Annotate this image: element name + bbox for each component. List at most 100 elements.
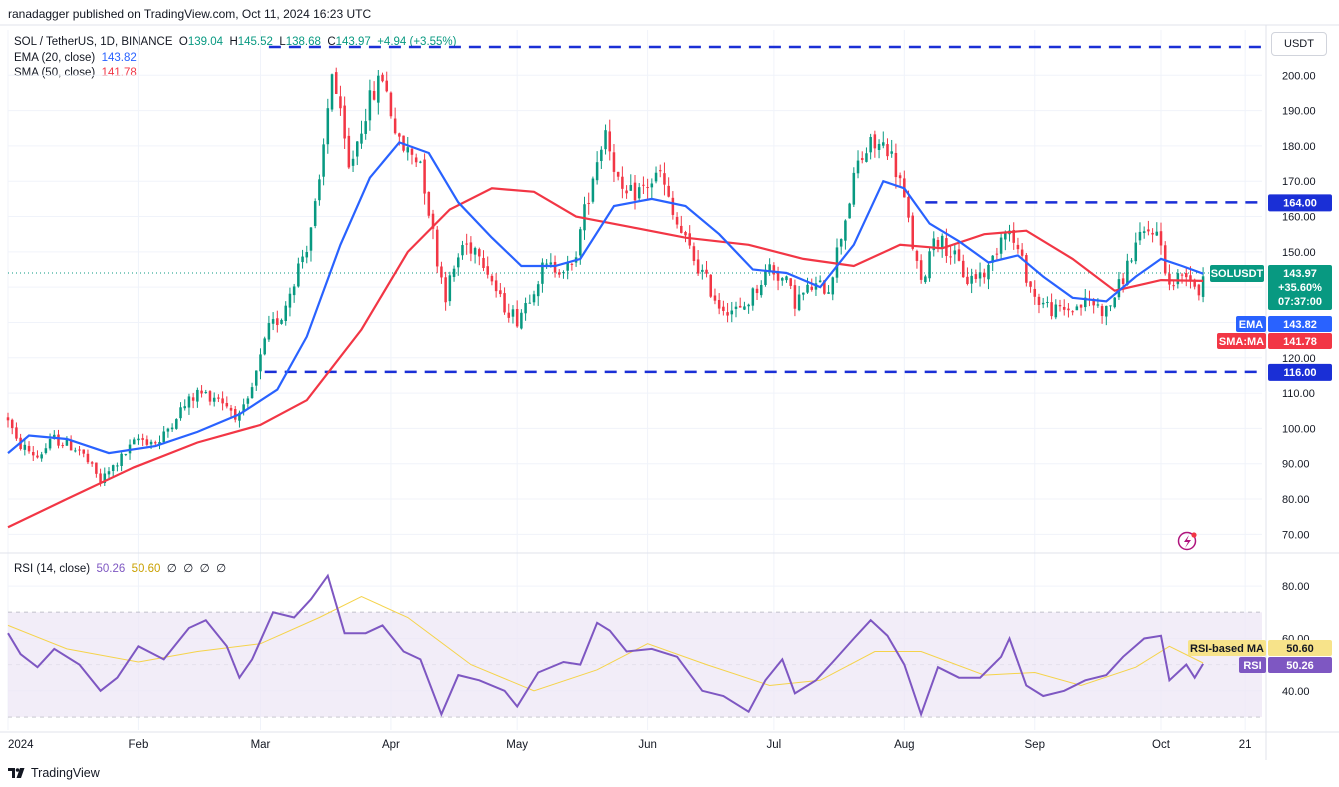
candle[interactable]: [111, 464, 115, 477]
candle[interactable]: [680, 215, 683, 234]
candle[interactable]: [141, 433, 144, 447]
lightning-icon[interactable]: [1177, 531, 1197, 551]
candle[interactable]: [90, 460, 94, 467]
candle[interactable]: [890, 139, 893, 158]
candle[interactable]: [983, 268, 986, 284]
candle[interactable]: [961, 254, 965, 278]
candle[interactable]: [991, 254, 994, 272]
candle[interactable]: [389, 91, 393, 119]
candle[interactable]: [932, 231, 936, 257]
candle[interactable]: [166, 427, 170, 438]
candle[interactable]: [74, 447, 77, 453]
candle[interactable]: [894, 143, 898, 189]
candle[interactable]: [747, 303, 750, 314]
candle[interactable]: [162, 426, 165, 445]
candle[interactable]: [650, 178, 654, 198]
candle[interactable]: [528, 294, 532, 304]
ema-name-tag[interactable]: EMA: [1236, 316, 1266, 332]
candle[interactable]: [877, 139, 881, 159]
candle[interactable]: [233, 406, 237, 423]
candle[interactable]: [545, 259, 548, 269]
candle[interactable]: [423, 153, 426, 205]
candle[interactable]: [928, 246, 931, 282]
candle[interactable]: [511, 305, 515, 324]
candle[interactable]: [246, 396, 250, 410]
candle[interactable]: [709, 274, 713, 299]
candle[interactable]: [759, 280, 763, 298]
candle[interactable]: [966, 267, 969, 286]
candle[interactable]: [818, 275, 822, 283]
candle[interactable]: [313, 198, 317, 229]
candle[interactable]: [520, 309, 523, 330]
candle[interactable]: [36, 450, 39, 459]
candle[interactable]: [726, 303, 729, 323]
candle[interactable]: [347, 127, 351, 170]
candle[interactable]: [469, 236, 473, 262]
candle[interactable]: [566, 255, 569, 280]
candle[interactable]: [1037, 293, 1041, 314]
candle[interactable]: [974, 269, 978, 283]
candle[interactable]: [23, 439, 27, 456]
candle[interactable]: [692, 242, 696, 266]
candle[interactable]: [1130, 258, 1133, 264]
candle[interactable]: [170, 423, 174, 432]
candle[interactable]: [903, 170, 906, 198]
candle[interactable]: [1033, 280, 1037, 305]
candle[interactable]: [465, 233, 468, 255]
candle[interactable]: [334, 67, 338, 95]
candle[interactable]: [646, 178, 649, 200]
candle[interactable]: [478, 247, 481, 266]
candle[interactable]: [1062, 299, 1066, 316]
candle[interactable]: [600, 146, 603, 169]
rsi-ma-value-tag[interactable]: 50.60: [1268, 640, 1332, 656]
candle[interactable]: [145, 435, 149, 447]
candle[interactable]: [629, 174, 633, 191]
candle[interactable]: [831, 276, 835, 301]
candle[interactable]: [789, 278, 792, 290]
sma-legend-row[interactable]: SMA (50, close) 141.78: [14, 66, 456, 82]
candle[interactable]: [743, 301, 746, 311]
candle[interactable]: [1117, 271, 1121, 300]
candle[interactable]: [869, 133, 872, 160]
candle[interactable]: [562, 270, 565, 279]
candle[interactable]: [949, 245, 952, 265]
candle[interactable]: [755, 284, 759, 301]
price-chart[interactable]: 70.0080.0090.00100.00110.00120.00130.001…: [0, 0, 1339, 760]
candle[interactable]: [844, 219, 847, 250]
candle[interactable]: [1067, 303, 1070, 318]
candle[interactable]: [936, 237, 940, 253]
candle[interactable]: [330, 73, 334, 112]
candle[interactable]: [532, 290, 536, 306]
candle[interactable]: [15, 422, 18, 441]
candle[interactable]: [208, 390, 212, 406]
candle[interactable]: [886, 138, 889, 160]
candle[interactable]: [595, 151, 599, 185]
candle[interactable]: [103, 467, 107, 487]
candle[interactable]: [1197, 283, 1201, 301]
candle[interactable]: [957, 241, 961, 262]
candle[interactable]: [1126, 253, 1129, 286]
candle[interactable]: [372, 81, 376, 101]
candle[interactable]: [132, 437, 136, 445]
candle[interactable]: [48, 433, 52, 451]
candle[interactable]: [486, 256, 489, 279]
candle[interactable]: [1159, 222, 1163, 255]
candle[interactable]: [1075, 304, 1079, 311]
candle[interactable]: [793, 279, 797, 317]
candle[interactable]: [1142, 226, 1146, 239]
candle[interactable]: [1105, 305, 1108, 326]
candle[interactable]: [860, 151, 864, 164]
currency-button[interactable]: USDT: [1271, 32, 1327, 56]
candle[interactable]: [856, 150, 860, 179]
candle[interactable]: [717, 293, 721, 315]
candle[interactable]: [1050, 293, 1053, 320]
candle[interactable]: [713, 288, 717, 305]
candle[interactable]: [448, 271, 452, 306]
candle[interactable]: [612, 144, 616, 183]
candle[interactable]: [499, 283, 502, 298]
level-bottom-tag[interactable]: 116.00: [1268, 363, 1332, 381]
candle[interactable]: [494, 273, 498, 298]
rsi-name-tag[interactable]: RSI: [1239, 657, 1266, 673]
candle[interactable]: [1100, 303, 1104, 324]
candle[interactable]: [608, 119, 612, 161]
